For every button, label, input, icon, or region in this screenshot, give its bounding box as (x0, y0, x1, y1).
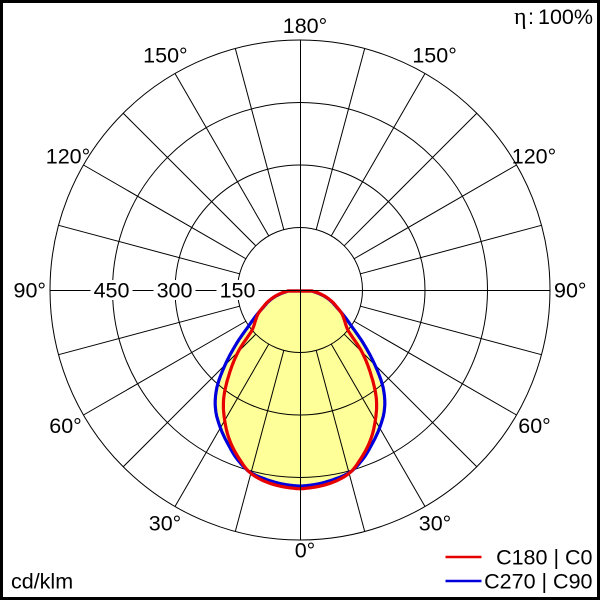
svg-text:0°: 0° (295, 539, 316, 563)
svg-text:60°: 60° (49, 414, 82, 438)
svg-text:150°: 150° (143, 44, 187, 68)
svg-text:120°: 120° (512, 145, 556, 169)
svg-text:120°: 120° (46, 145, 90, 169)
svg-text:300: 300 (157, 279, 193, 303)
svg-text:180°: 180° (283, 14, 327, 38)
svg-text:η: η (514, 4, 527, 30)
svg-text:C270 | C90: C270 | C90 (484, 570, 592, 594)
svg-text:150: 150 (220, 279, 256, 303)
svg-text:100%: 100% (538, 5, 593, 29)
svg-text:60°: 60° (518, 414, 551, 438)
svg-text:cd/klm: cd/klm (11, 570, 73, 594)
svg-text:450: 450 (94, 279, 130, 303)
svg-text:30°: 30° (149, 512, 182, 536)
svg-text:30°: 30° (419, 512, 452, 536)
svg-text:90°: 90° (13, 279, 46, 303)
svg-text:C180 | C0: C180 | C0 (496, 546, 592, 570)
svg-text:90°: 90° (554, 279, 587, 303)
svg-text::: : (528, 5, 534, 29)
svg-text:150°: 150° (412, 44, 456, 68)
